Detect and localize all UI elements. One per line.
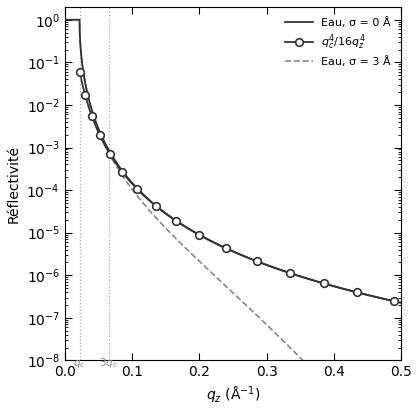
Text: $3q_c$: $3q_c$ <box>99 356 119 370</box>
Text: $q_c$: $q_c$ <box>73 358 86 370</box>
X-axis label: $q_z$ (Å$^{-1}$): $q_z$ (Å$^{-1}$) <box>206 385 260 406</box>
Legend: Eau, σ = 0 Å, $q_c^4/16q_z^4$, Eau, σ = 3 Å: Eau, σ = 0 Å, $q_c^4/16q_z^4$, Eau, σ = … <box>280 12 396 72</box>
Y-axis label: Réflectivité: Réflectivité <box>7 145 21 223</box>
